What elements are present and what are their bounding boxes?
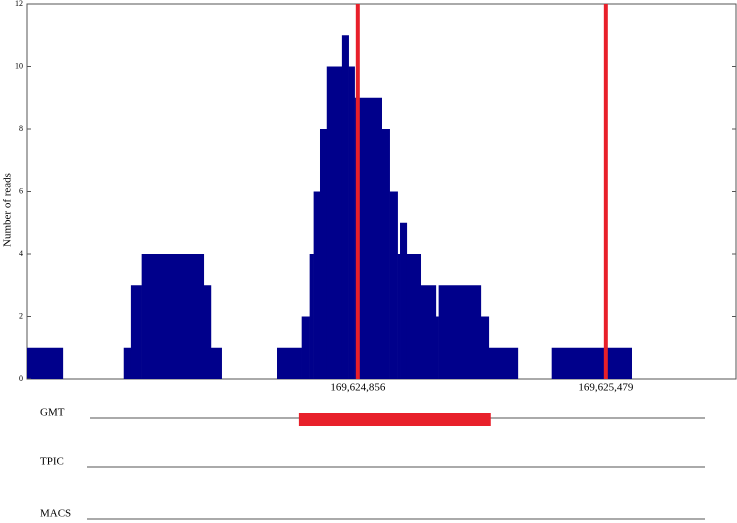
y-tick-label: 4 — [19, 249, 23, 258]
bar — [326, 66, 343, 379]
y-tick-label: 0 — [19, 374, 23, 383]
bar — [313, 191, 321, 379]
bar — [210, 347, 222, 379]
peak — [298, 413, 491, 426]
bar — [277, 347, 302, 379]
track-label: MACS — [40, 508, 71, 520]
bar — [348, 66, 355, 379]
bar — [203, 285, 212, 379]
bar — [309, 254, 314, 379]
bar — [341, 35, 349, 379]
track-label: TPIC — [40, 456, 64, 468]
bar — [438, 285, 482, 379]
y-tick-label: 10 — [15, 61, 23, 70]
bar — [551, 347, 633, 379]
track-label: GMT — [40, 407, 65, 419]
bar — [488, 347, 519, 379]
bar — [319, 129, 328, 379]
bar — [27, 347, 64, 379]
bar — [381, 129, 390, 379]
bar — [406, 254, 422, 379]
bar — [480, 316, 490, 379]
bar — [123, 347, 132, 379]
x-tick-label: 169,624,856 — [330, 382, 386, 394]
bar — [301, 316, 310, 379]
x-tick-label: 169,625,479 — [578, 382, 634, 394]
bar — [389, 191, 398, 379]
y-tick-label: 12 — [15, 0, 23, 8]
y-tick-label: 6 — [19, 186, 23, 195]
y-tick-label: 8 — [19, 124, 23, 133]
bar — [130, 285, 142, 379]
bar — [435, 316, 439, 379]
bar — [400, 222, 408, 379]
bar — [141, 254, 205, 379]
y-tick-label: 2 — [19, 311, 23, 320]
y-axis-label: Number of reads — [2, 173, 14, 247]
bar — [397, 254, 401, 379]
bar — [420, 285, 437, 379]
